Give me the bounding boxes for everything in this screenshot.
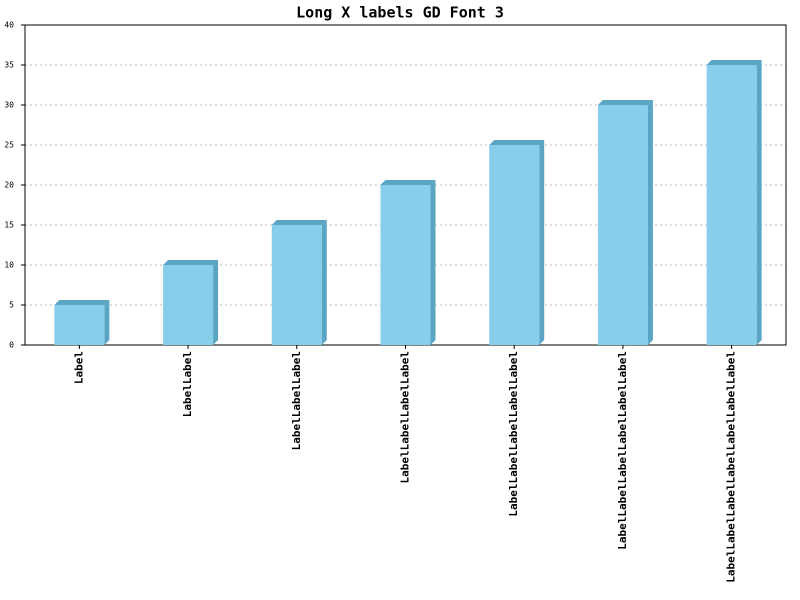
y-tick-label: 35 (4, 61, 14, 70)
y-tick-label: 30 (4, 101, 14, 110)
bar (380, 185, 431, 345)
x-tick-label: LabelLabelLabelLabel (399, 351, 412, 483)
bar (706, 65, 757, 345)
y-tick-label: 0 (9, 341, 14, 350)
bar-top (54, 300, 110, 305)
y-tick-label: 15 (4, 221, 14, 230)
y-tick-label: 10 (4, 261, 14, 270)
y-tick-label: 5 (9, 301, 14, 310)
bar (163, 265, 214, 345)
bar-side (756, 60, 762, 345)
chart-title: Long X labels GD Font 3 (296, 4, 504, 22)
x-tick-label: LabelLabelLabelLabelLabelLabelLabel (725, 351, 738, 583)
bar-top (380, 180, 436, 185)
bar-side (321, 220, 327, 345)
x-tick-label: LabelLabelLabelLabelLabelLabel (616, 351, 629, 550)
bar (489, 145, 540, 345)
bar (597, 105, 648, 345)
bar-side (213, 260, 219, 345)
y-tick-label: 25 (4, 141, 14, 150)
x-tick-label: LabelLabel (181, 351, 194, 417)
x-tick-label: Label (72, 351, 85, 384)
bar-side (539, 140, 545, 345)
bar (271, 225, 322, 345)
bar-top (489, 140, 545, 145)
bar-top (706, 60, 762, 65)
x-tick-label: LabelLabelLabel (290, 351, 303, 450)
bar (54, 305, 105, 345)
bar-top (163, 260, 219, 265)
bar-top (271, 220, 327, 225)
bar-side (104, 300, 110, 345)
y-tick-label: 40 (4, 21, 14, 30)
bar-top (597, 100, 653, 105)
y-tick-label: 20 (4, 181, 14, 190)
x-tick-label: LabelLabelLabelLabelLabel (507, 351, 520, 517)
bar-side (647, 100, 653, 345)
bar-side (430, 180, 436, 345)
